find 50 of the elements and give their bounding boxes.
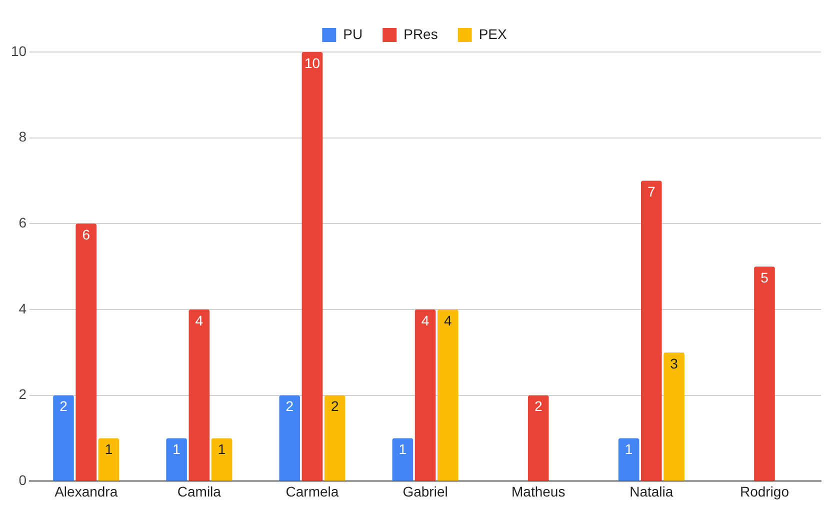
legend-label: PRes — [404, 26, 438, 42]
data-label: 4 — [195, 312, 204, 328]
x-tick-label: Matheus — [511, 483, 566, 500]
bar — [76, 224, 97, 481]
bar — [188, 310, 210, 481]
data-label: 7 — [648, 184, 656, 200]
bar — [414, 310, 436, 481]
bar — [754, 266, 775, 481]
data-label: 2 — [286, 398, 294, 414]
data-label: 1 — [398, 441, 407, 458]
data-label: 2 — [534, 398, 542, 414]
bar — [279, 395, 300, 481]
bar — [641, 180, 662, 481]
bar — [664, 352, 684, 481]
data-label: 1 — [624, 441, 633, 458]
legend-label: PU — [343, 26, 363, 42]
legend-label: PEX — [478, 26, 508, 42]
x-tick-label: Alexandra — [54, 483, 118, 500]
y-tick-label: 6 — [18, 214, 27, 231]
x-tick-label: Natalia — [630, 483, 674, 500]
x-tick-label: Camila — [177, 483, 222, 500]
bar — [618, 438, 640, 481]
bar — [528, 395, 549, 481]
data-label: 1 — [104, 441, 113, 458]
bar — [302, 52, 323, 481]
data-label: 10 — [304, 54, 320, 71]
bar — [98, 438, 120, 481]
data-label: 1 — [172, 441, 181, 458]
data-label: 5 — [760, 269, 769, 286]
y-tick-label: 0 — [18, 472, 27, 488]
y-tick-label: 8 — [18, 128, 27, 145]
data-label: 4 — [421, 312, 430, 328]
data-label: 1 — [218, 441, 226, 458]
bar — [392, 438, 414, 481]
y-tick-label: 4 — [18, 300, 27, 316]
x-tick-label: Rodrigo — [740, 483, 790, 500]
data-label: 2 — [60, 398, 68, 414]
bar — [324, 395, 346, 481]
bar — [437, 310, 458, 481]
y-tick-label: 2 — [18, 386, 27, 402]
y-tick-label: 10 — [10, 42, 27, 59]
data-label: 6 — [82, 226, 90, 243]
bar — [166, 438, 187, 481]
bar — [211, 438, 232, 481]
bar — [53, 395, 74, 481]
x-tick-label: Carmela — [286, 483, 339, 500]
data-label: 3 — [670, 355, 678, 372]
data-label: 2 — [330, 398, 339, 414]
data-label: 4 — [444, 312, 452, 328]
x-tick-label: Gabriel — [402, 483, 448, 500]
